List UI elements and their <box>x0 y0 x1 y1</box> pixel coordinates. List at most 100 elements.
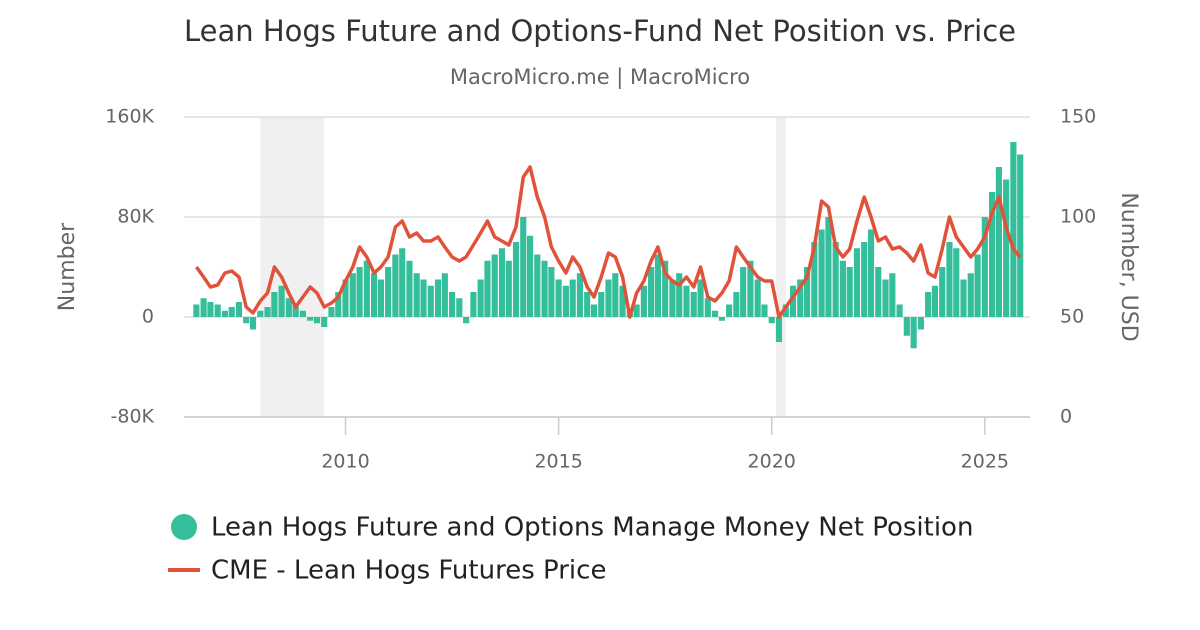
y2-tick-label: 100 <box>1060 206 1096 228</box>
bar <box>228 307 235 317</box>
bar <box>953 248 960 317</box>
bar <box>491 254 498 317</box>
bar <box>925 292 932 317</box>
bar <box>761 304 768 317</box>
bar <box>448 292 456 317</box>
bar <box>399 248 406 317</box>
bar <box>441 273 448 317</box>
bar <box>981 217 988 317</box>
bar <box>718 317 725 321</box>
bar <box>782 304 789 317</box>
bar <box>413 273 420 317</box>
bar <box>931 285 939 317</box>
legend-label: Lean Hogs Future and Options Manage Mone… <box>211 513 973 543</box>
bar <box>569 279 576 317</box>
bar <box>811 242 818 317</box>
bar <box>825 217 832 317</box>
legend-item: Lean Hogs Future and Options Manage Mone… <box>171 513 973 543</box>
x-tick-label: 2010 <box>321 451 369 473</box>
bar <box>683 285 690 317</box>
bar <box>669 279 676 317</box>
bar <box>456 298 463 317</box>
bar <box>292 304 299 317</box>
bar <box>946 242 953 317</box>
y-axis-title: Number <box>55 222 80 311</box>
bar <box>768 317 775 324</box>
bar <box>385 267 392 317</box>
bar <box>505 260 512 317</box>
bar <box>249 317 257 330</box>
bar <box>313 317 321 324</box>
bar <box>875 267 882 317</box>
bar <box>640 285 647 317</box>
bar <box>342 279 349 317</box>
shaded-range <box>260 117 325 417</box>
bar <box>257 310 264 317</box>
bar <box>434 279 442 317</box>
y2-tick-label: 0 <box>1060 406 1072 428</box>
bar <box>690 292 697 317</box>
bar <box>264 307 271 317</box>
x-tick-label: 2025 <box>961 451 1009 473</box>
bar <box>200 298 207 317</box>
price-line <box>194 165 1022 319</box>
bar <box>307 317 314 321</box>
bar <box>995 167 1002 317</box>
bar <box>853 248 861 317</box>
bar <box>711 310 719 317</box>
bar <box>520 217 527 317</box>
bar <box>335 292 342 317</box>
bar <box>896 304 903 317</box>
bar <box>818 229 825 317</box>
bar <box>1010 142 1017 317</box>
bar <box>548 267 555 317</box>
bar <box>271 292 278 317</box>
bar <box>974 254 981 317</box>
bar <box>541 260 548 317</box>
bar <box>910 317 917 349</box>
bar <box>363 260 370 317</box>
bar <box>882 279 889 317</box>
bar <box>960 279 967 317</box>
bar <box>804 267 811 317</box>
bar <box>726 304 733 317</box>
bar <box>988 192 996 317</box>
x-tick-label: 2015 <box>534 451 582 473</box>
bar <box>243 317 250 324</box>
chart-subtitle: MacroMicro.me | MacroMicro <box>450 65 750 90</box>
bar <box>590 304 598 317</box>
bar <box>427 285 434 317</box>
bar <box>214 304 221 317</box>
bar <box>406 260 413 317</box>
bar <box>797 279 804 317</box>
y-tick-label: -80K <box>111 406 155 428</box>
bar <box>619 285 626 317</box>
bar <box>207 302 214 317</box>
bar <box>299 310 306 317</box>
y-tick-label: 80K <box>117 206 154 228</box>
bar <box>562 285 569 317</box>
bar <box>377 279 384 317</box>
bar <box>484 260 491 317</box>
bar <box>839 260 846 317</box>
chart-title: Lean Hogs Future and Options-Fund Net Po… <box>184 14 1016 48</box>
bar <box>704 298 711 317</box>
bar <box>285 298 292 317</box>
bar <box>867 229 875 317</box>
bar <box>789 285 797 317</box>
bar <box>740 267 747 317</box>
y2-tick-label: 50 <box>1060 306 1084 328</box>
y-tick-label: 0 <box>142 306 154 328</box>
bar <box>534 254 541 317</box>
bar <box>221 310 228 317</box>
bar <box>654 254 662 317</box>
bar <box>846 267 853 317</box>
bar <box>889 273 896 317</box>
bar <box>754 279 761 317</box>
bar <box>349 273 356 317</box>
bar <box>662 260 669 317</box>
bar <box>328 307 335 317</box>
bar <box>861 242 868 317</box>
bar <box>598 292 605 317</box>
